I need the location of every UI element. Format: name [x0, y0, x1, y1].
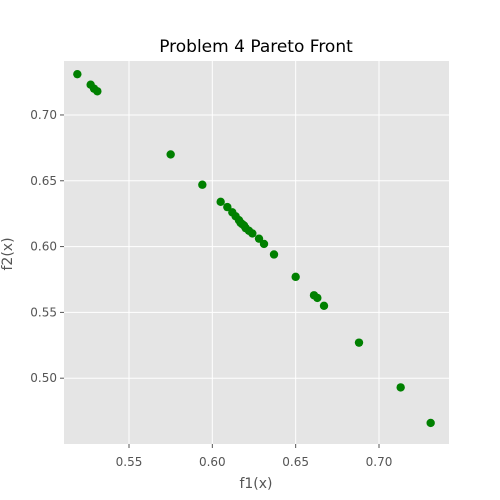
x-tick-label: 0.55	[116, 455, 143, 469]
scatter-point	[291, 272, 300, 282]
scatter-point	[73, 69, 82, 79]
y-axis-label: f2(x)	[0, 237, 16, 270]
chart-title: Problem 4 Pareto Front	[159, 37, 353, 57]
scatter-point	[396, 383, 405, 392]
y-tick-label: 0.55	[30, 305, 57, 319]
scatter-point	[93, 87, 102, 96]
plot-background	[64, 61, 449, 444]
scatter-point	[354, 338, 364, 347]
scatter-point	[166, 150, 175, 159]
scatter-point	[216, 197, 225, 207]
x-tick-label: 0.65	[282, 455, 309, 469]
x-axis-label: f1(x)	[239, 476, 272, 492]
scatter-point	[269, 250, 279, 259]
x-tick-label: 0.60	[199, 455, 226, 469]
y-tick-label: 0.50	[30, 371, 57, 385]
scatter-point	[248, 229, 257, 238]
x-tick-label: 0.70	[366, 455, 393, 469]
scatter-point	[313, 293, 322, 303]
y-tick-label: 0.70	[30, 108, 57, 122]
scatter-point	[223, 202, 232, 212]
scatter-point	[254, 234, 264, 243]
y-tick-label: 0.65	[30, 174, 57, 188]
scatter-point	[426, 418, 435, 428]
y-tick-label: 0.60	[30, 240, 57, 254]
scatter-point	[198, 180, 207, 189]
scatter-point	[259, 239, 269, 249]
scatter-point	[319, 301, 329, 311]
